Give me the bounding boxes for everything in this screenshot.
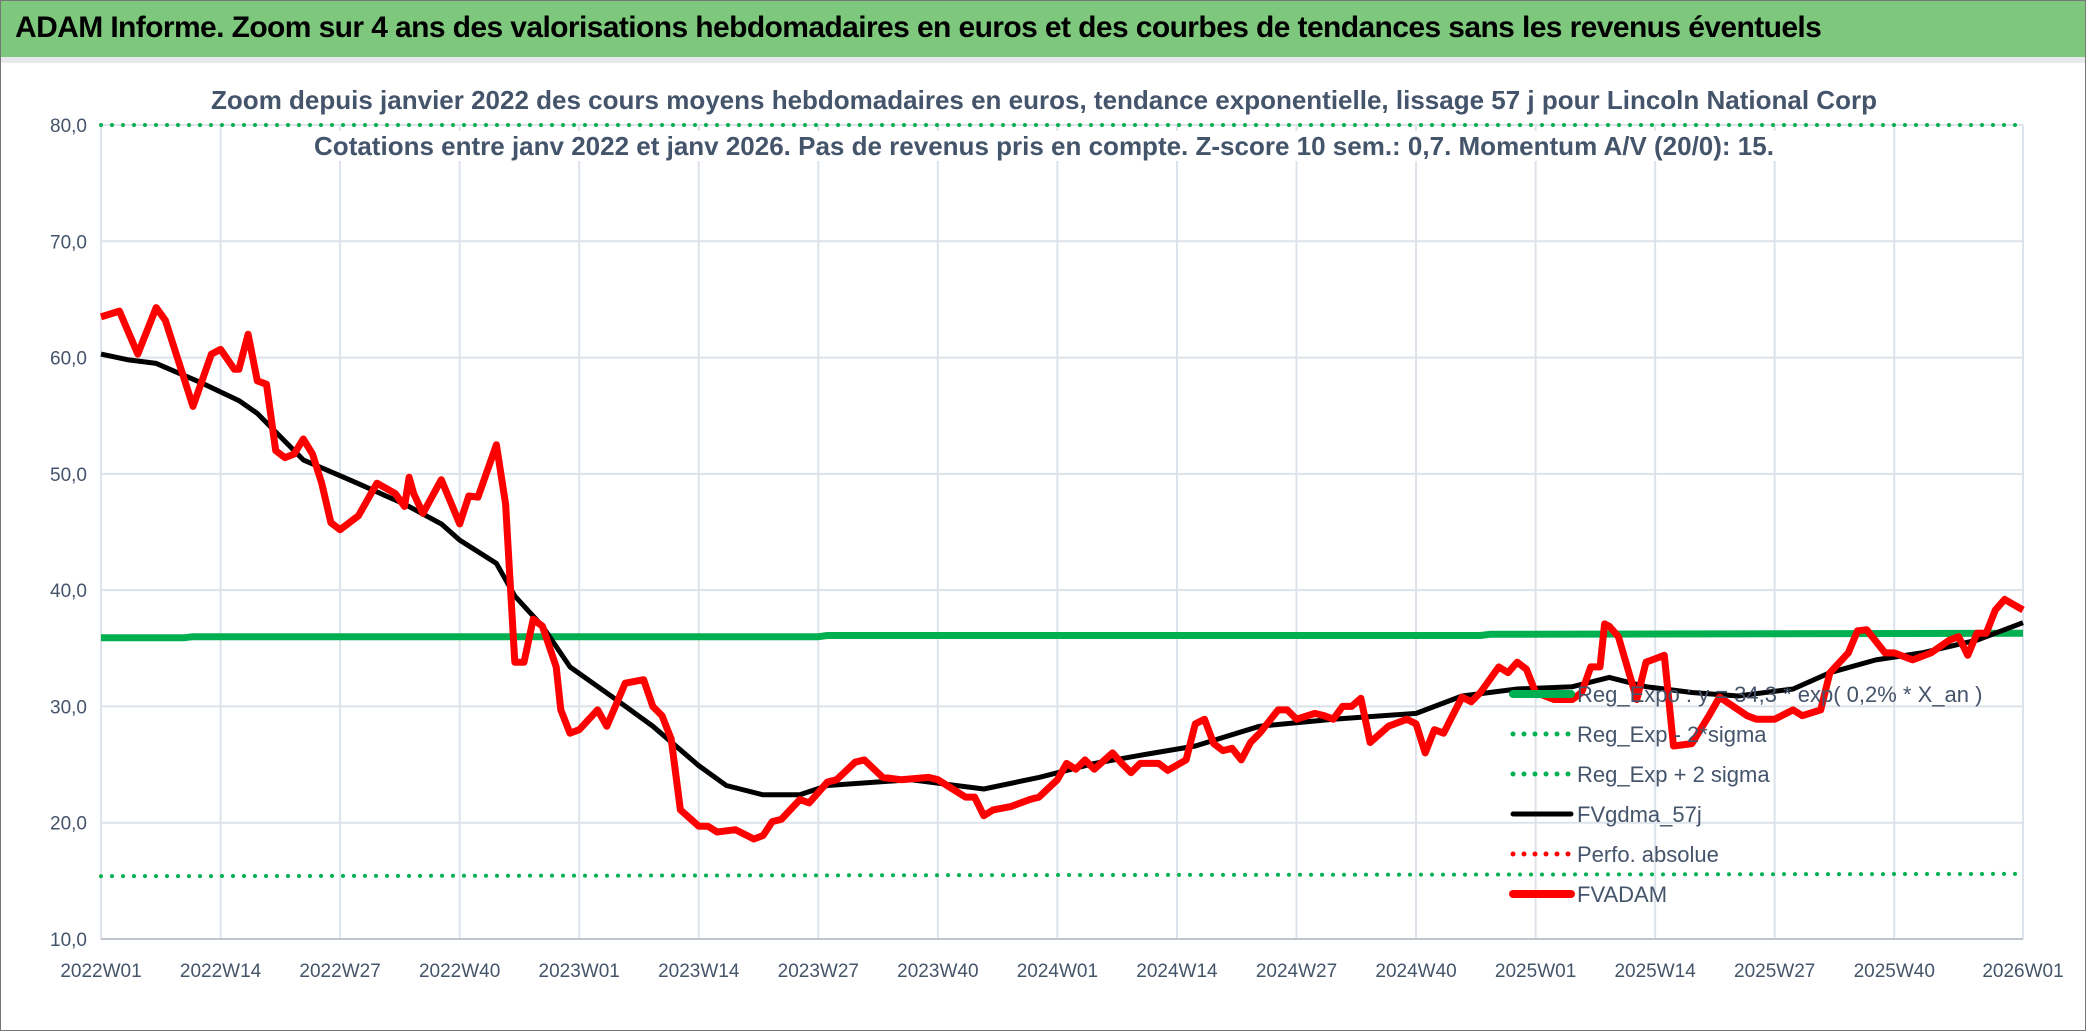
y-tick-label: 40,0 bbox=[50, 581, 87, 602]
legend-label: Perfo. absolue bbox=[1577, 842, 1719, 867]
report-title: ADAM Informe. Zoom sur 4 ans des valoris… bbox=[15, 11, 1822, 44]
y-tick-label: 70,0 bbox=[50, 232, 87, 253]
series-line-ma bbox=[100, 351, 2024, 798]
series-line-reg bbox=[101, 629, 2024, 642]
x-tick-label: 2025W27 bbox=[1734, 961, 1815, 982]
x-tick-label: 2023W27 bbox=[778, 961, 859, 982]
chart-title-container: Zoom depuis janvier 2022 des cours moyen… bbox=[1, 85, 2085, 116]
chart-title: Zoom depuis janvier 2022 des cours moyen… bbox=[205, 85, 1883, 115]
x-tick-label: 2025W01 bbox=[1495, 961, 1576, 982]
x-tick-label: 2024W01 bbox=[1017, 961, 1098, 982]
x-tick-label: 2024W40 bbox=[1375, 961, 1456, 982]
series-line-sigma bbox=[99, 871, 2025, 879]
chart-subtitle-container: Cotations entre janv 2022 et janv 2026. … bbox=[1, 131, 2085, 162]
x-tick-label: 2023W14 bbox=[658, 961, 740, 982]
x-tick-label: 2022W14 bbox=[180, 961, 262, 982]
y-tick-label: 20,0 bbox=[50, 814, 87, 835]
y-tick-label: 60,0 bbox=[50, 349, 87, 370]
x-tick-label: 2023W01 bbox=[539, 961, 620, 982]
chart-subtitle: Cotations entre janv 2022 et janv 2026. … bbox=[308, 131, 1780, 161]
x-tick-label: 2026W01 bbox=[1982, 961, 2063, 982]
legend-label: Reg_Exp + 2 sigma bbox=[1577, 762, 1770, 787]
x-tick-label: 2022W40 bbox=[419, 961, 500, 982]
y-tick-label: 30,0 bbox=[50, 697, 87, 718]
x-tick-label: 2025W14 bbox=[1614, 961, 1696, 982]
legend-label: Reg_Expo : y = 34,3 * exp( 0,2% * X_an ) bbox=[1577, 682, 1982, 707]
x-tick-label: 2024W27 bbox=[1256, 961, 1337, 982]
legend-label: FVgdma_57j bbox=[1577, 802, 1702, 827]
x-tick-label: 2022W01 bbox=[60, 961, 141, 982]
title-bar: ADAM Informe. Zoom sur 4 ans des valoris… bbox=[1, 1, 2085, 63]
y-tick-label: 10,0 bbox=[50, 930, 87, 951]
y-tick-label: 80,0 bbox=[50, 116, 87, 137]
legend-label: FVADAM bbox=[1577, 882, 1667, 907]
series-line-price bbox=[99, 304, 2025, 843]
x-tick-label: 2024W14 bbox=[1136, 961, 1218, 982]
x-tick-label: 2025W40 bbox=[1854, 961, 1935, 982]
y-tick-label: 50,0 bbox=[50, 465, 87, 486]
legend-label: Reg_Exp - 2*sigma bbox=[1577, 722, 1767, 747]
x-tick-label: 2023W40 bbox=[897, 961, 978, 982]
x-tick-label: 2022W27 bbox=[299, 961, 380, 982]
